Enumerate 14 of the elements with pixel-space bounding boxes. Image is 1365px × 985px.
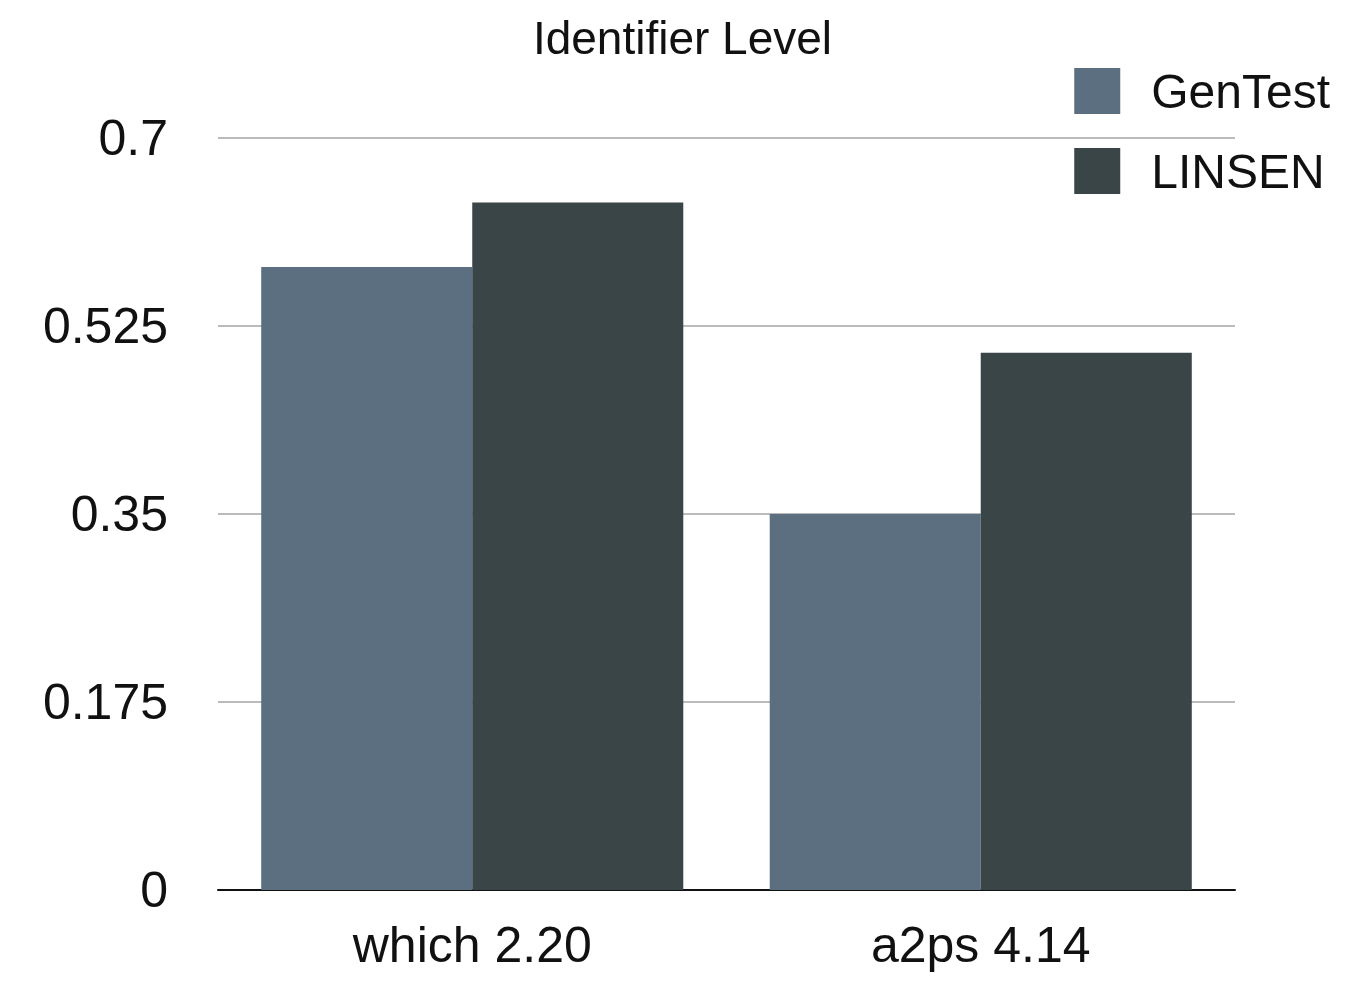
x-tick-label: which 2.20 (351, 917, 592, 973)
y-tick-label: 0.175 (42, 674, 168, 730)
bar (472, 202, 684, 890)
bar (980, 352, 1192, 890)
y-tick-label: 0.35 (70, 486, 168, 542)
chart-title: Identifier Level (532, 12, 833, 64)
legend-label: GenTest (1151, 64, 1331, 118)
legend-label: LINSEN (1151, 144, 1325, 198)
y-tick-label: 0.525 (42, 298, 168, 354)
x-tick-label: a2ps 4.14 (870, 917, 1091, 973)
y-tick-label: 0.7 (98, 110, 168, 166)
bar (261, 266, 473, 890)
y-tick-label: 0 (140, 862, 168, 918)
bar (769, 514, 981, 890)
